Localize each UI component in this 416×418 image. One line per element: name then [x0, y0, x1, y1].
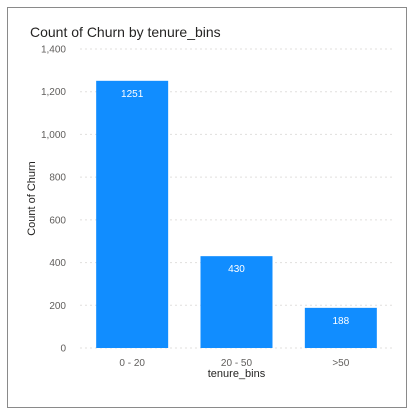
bar-data-label: 1251 [121, 89, 144, 100]
y-axis-ticks: 0 200 400 600 800 1,000 1,200 1,400 [41, 45, 66, 355]
bar[interactable] [304, 307, 377, 348]
x-tick-label: 0 - 20 [119, 358, 145, 369]
y-tick-label: 1,200 [41, 87, 66, 98]
y-tick-label: 1,000 [41, 130, 66, 141]
bars: 1251 430 188 [96, 80, 377, 348]
chart-card: Count of Churn by tenure_bins 0 200 400 600… [7, 7, 407, 408]
y-tick-label: 600 [49, 215, 66, 226]
y-tick-label: 1,400 [41, 45, 66, 56]
y-axis-title: Count of Churn [26, 161, 38, 236]
y-tick-label: 400 [49, 258, 66, 269]
y-tick-label: 0 [60, 344, 66, 355]
bar[interactable] [200, 256, 273, 348]
bar-data-label: 188 [332, 316, 349, 327]
bar-data-label: 430 [228, 264, 245, 275]
x-tick-label: >50 [332, 358, 349, 369]
y-tick-label: 200 [49, 301, 66, 312]
bar[interactable] [96, 80, 169, 348]
y-tick-label: 800 [49, 173, 66, 184]
x-axis-title: tenure_bins [208, 368, 266, 380]
x-tick-label: 20 - 50 [221, 358, 253, 369]
x-axis-ticks: 0 - 20 20 - 50 >50 [119, 358, 349, 369]
chart-title: Count of Churn by tenure_bins [30, 24, 221, 40]
